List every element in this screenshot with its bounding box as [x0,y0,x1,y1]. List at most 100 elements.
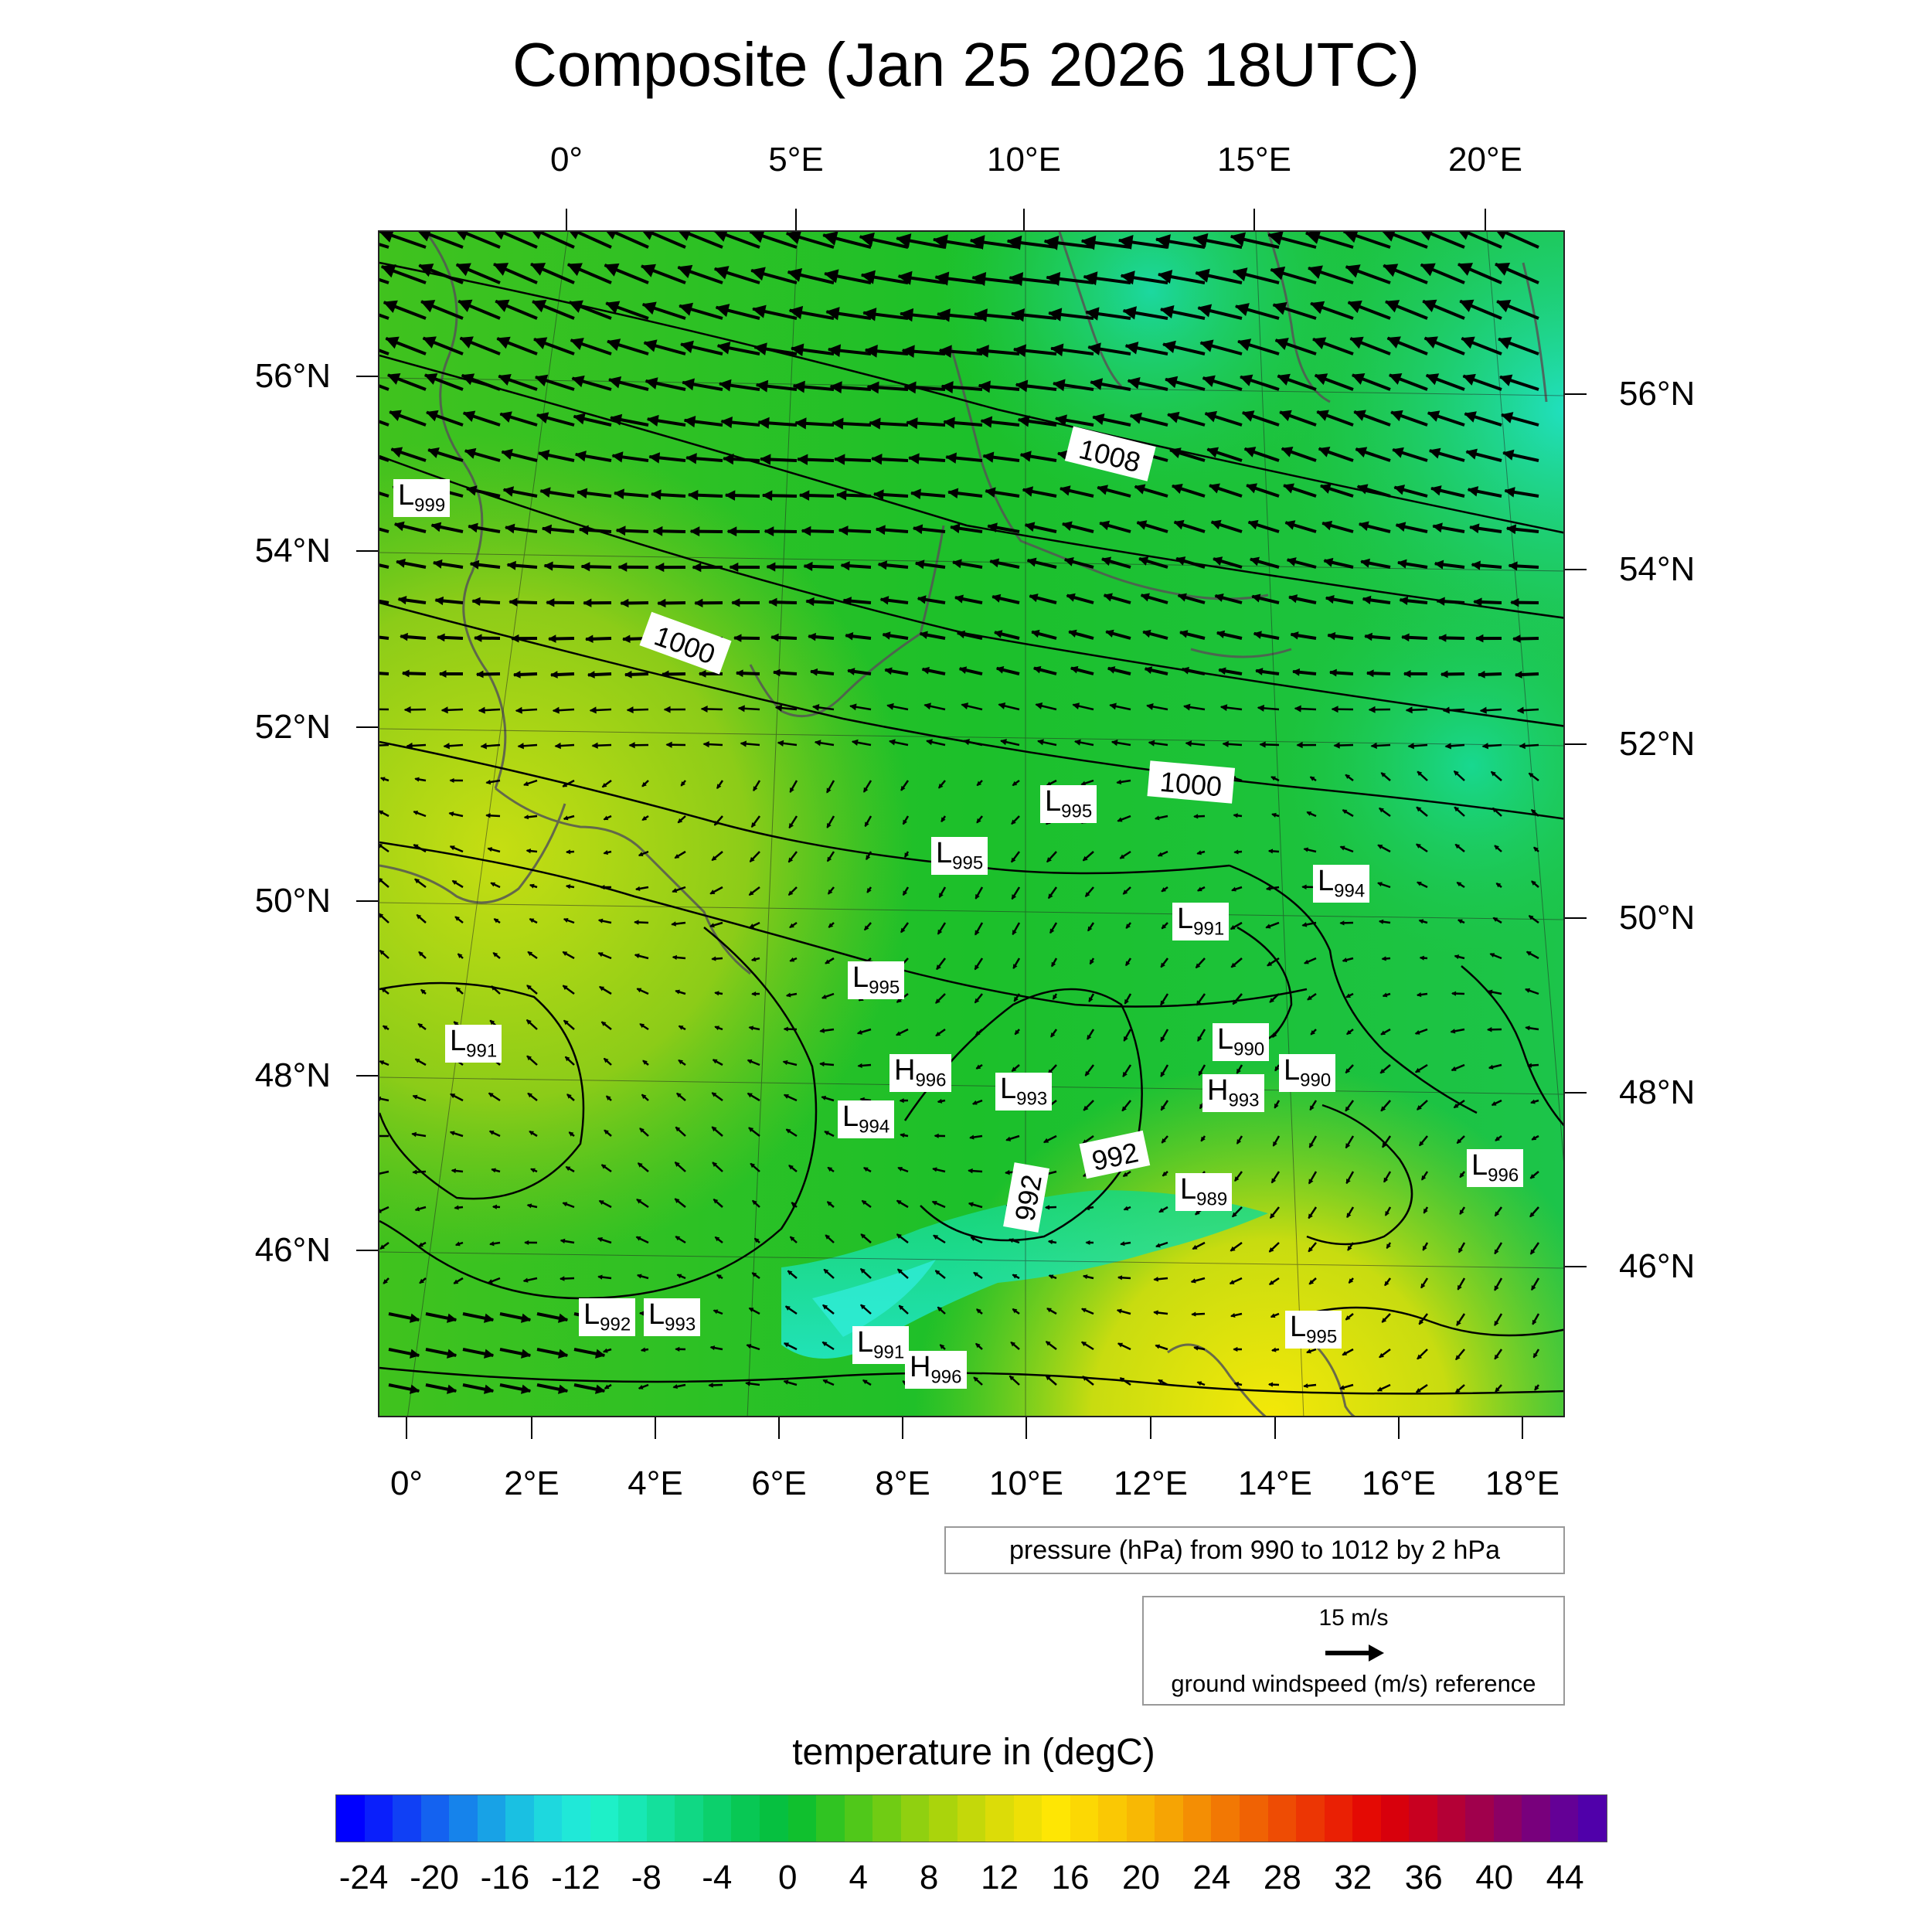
wind-vector-head [1342,809,1348,815]
wind-vector-head [980,416,993,428]
wind-vector [379,1097,389,1102]
wind-vector-head [1035,702,1043,709]
wind-vector-head [1279,410,1292,422]
wind-vector-head [672,1384,678,1389]
wind-vector-head [543,561,553,571]
colorbar-swatch [675,1795,703,1842]
wind-vector-head [675,989,680,995]
wind-vector-head [1265,923,1271,929]
wind-vector-head [863,787,869,793]
wind-vector-head [1066,593,1076,602]
wind-vector-head [517,743,524,750]
pressure-center-label: L996 [1467,1149,1524,1187]
wind-vector-head [1204,410,1218,423]
wind-vector-head [512,670,521,679]
wind-vector-head [1044,1205,1050,1210]
wind-vector-head [1047,1240,1053,1245]
wind-vector-head [1206,447,1219,458]
wind-vector-head [752,1199,757,1206]
wind-vector-head [390,447,403,458]
colorbar-swatch [929,1795,957,1842]
wind-vector-head [1100,556,1112,566]
wind-vector-head [729,562,739,573]
wind-vector-head [454,916,460,921]
wind-vector-head [1196,1381,1202,1386]
wind-vector-head [589,706,597,714]
wind-vector-head [770,633,779,642]
chart-title: Composite (Jan 25 2026 18UTC) [512,30,1420,99]
wind-vector-head [605,1095,611,1100]
wind-vector-head [1380,1106,1386,1112]
colorbar-tick-label: 20 [1121,1859,1160,1896]
wind-vector-head [1486,1026,1492,1032]
wind-vector-head [1195,963,1201,969]
wind-vector-head [1155,1344,1161,1349]
wind-vector-head [485,779,492,785]
wind-vector-head [685,453,697,464]
wind-vector-head [1347,300,1362,314]
wind-vector-head [1157,270,1173,284]
wind-vector-head [961,702,969,709]
wind-vector-head [1401,633,1410,642]
wind-vector-head [975,893,980,900]
colorbar-swatch [1267,1795,1297,1842]
wind-vector-head [603,850,609,855]
wind-vector-head [788,822,794,829]
wind-vector-head [714,232,728,242]
wind-vector-head [943,417,955,429]
wind-vector-head [680,781,685,787]
wind-vector [497,232,538,249]
wind-vector-head [483,1349,495,1359]
wind-vector-head [1512,634,1521,643]
colorbar-swatch [731,1795,760,1842]
wind-vector-head [737,705,745,713]
wind-vector-head [577,488,588,498]
wind-vector-head [680,340,694,354]
pressure-center-label: L995 [1285,1311,1342,1349]
wind-vector-head [866,888,872,893]
wind-vector-head [594,1384,606,1394]
wind-vector-head [969,235,985,250]
wind-vector-head [1346,1213,1352,1219]
wind-vector-head [607,338,621,352]
wind-vector-head [493,918,499,923]
wind-vector-head [648,452,661,464]
colorbar-swatch [533,1795,563,1842]
wind-vector-head [1011,894,1017,900]
wind-vector-head [1500,412,1514,423]
wind-vector-head [523,781,529,787]
wind-vector-head [1274,338,1289,350]
wind-vector-head [1085,307,1100,321]
wind-vector-head [1396,559,1407,569]
wind-vector-head [785,232,801,245]
wind-vector-head [1414,1067,1421,1073]
wind-vector-head [522,1277,529,1283]
wind-vector-head [613,488,624,500]
wind-vector-head [1405,706,1413,714]
bottom-lon-tick: 4°E [628,1464,683,1502]
wind-vector-head [994,630,1003,638]
wind-vector [645,232,686,249]
wind-vector-head [1117,1342,1124,1348]
wind-vector-head [751,1272,757,1277]
wind-vector-head [552,706,560,714]
wind-vector-head [714,991,719,996]
wind-vector-head [1451,1066,1457,1071]
right-lat-tick: 46°N [1619,1247,1696,1285]
wind-vector-head [947,488,959,498]
wind-vector-head [787,267,803,282]
wind-vector-head [1247,519,1259,530]
wind-vector-head [403,706,411,713]
contour-label: 1000 [1158,766,1223,803]
wind-vector-head [1090,378,1104,390]
wind-vector-head [794,417,807,430]
wind-vector-head [1148,740,1155,747]
wind-vector-head [597,1274,603,1280]
wind-vector-head [509,597,518,607]
wind-vector-head [709,1345,716,1351]
wind-vector-head [740,740,747,747]
left-lat-tick: 56°N [254,357,331,395]
wind-vector-head [1379,1352,1385,1358]
temperature-colorbar [335,1794,1607,1842]
